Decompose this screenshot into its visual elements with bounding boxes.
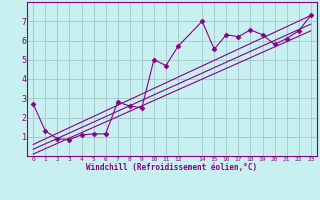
X-axis label: Windchill (Refroidissement éolien,°C): Windchill (Refroidissement éolien,°C) [86, 163, 258, 172]
